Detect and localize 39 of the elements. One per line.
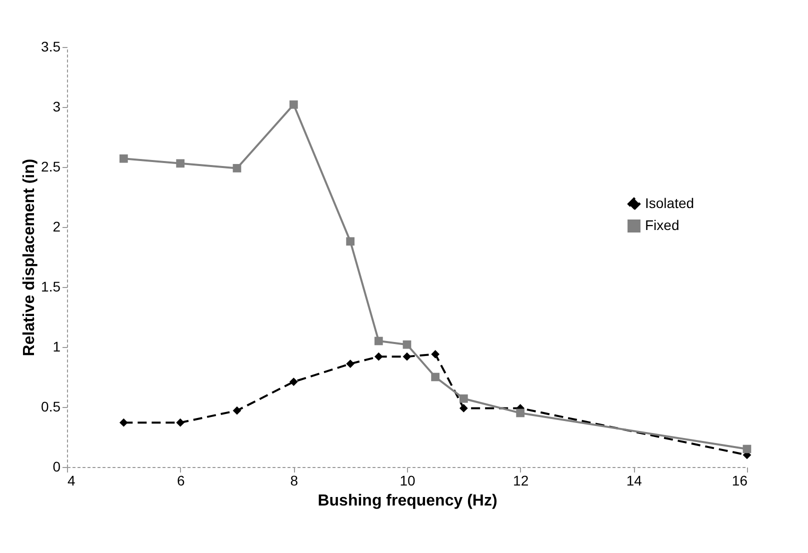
y-tick-label: 1.5 (41, 278, 61, 294)
point (374, 352, 383, 361)
point (402, 352, 412, 361)
point (119, 418, 128, 427)
y-tick-label: 0.5 (41, 398, 61, 414)
point (289, 378, 298, 386)
x-tick-label: 8 (290, 472, 298, 488)
point (119, 154, 128, 163)
legend-label: Fixed (645, 217, 680, 233)
x-tick-label: 16 (732, 472, 748, 488)
point (176, 418, 185, 427)
point (346, 237, 355, 246)
x-tick-label: 14 (626, 472, 642, 488)
x-tick-label: 6 (176, 472, 185, 488)
legend-label: Isolated (645, 195, 694, 211)
x-tick-label: 4 (68, 472, 76, 488)
y-tick-label: 2.5 (41, 158, 61, 174)
point (742, 444, 752, 454)
point (516, 408, 525, 418)
point (459, 394, 468, 403)
point (402, 340, 412, 349)
point (431, 350, 440, 358)
point (431, 372, 440, 382)
point (232, 406, 242, 415)
x-tick-label: 10 (400, 472, 416, 488)
point (374, 336, 383, 346)
point (232, 164, 242, 172)
point (176, 159, 185, 168)
point (459, 404, 468, 412)
y-tick-label: 2 (52, 218, 61, 234)
y-tick-label: 3 (52, 98, 61, 114)
point (346, 360, 355, 368)
point (289, 100, 298, 109)
y-tick-label: 1 (52, 338, 61, 354)
y-tick-label: 0 (52, 458, 61, 474)
y-tick-label: 3.5 (41, 38, 61, 54)
x-tick-label: 12 (513, 472, 529, 488)
y-axis-title: Relative displacement (in) (21, 158, 38, 356)
x-axis-title: Bushing frequency (Hz) (318, 492, 498, 510)
